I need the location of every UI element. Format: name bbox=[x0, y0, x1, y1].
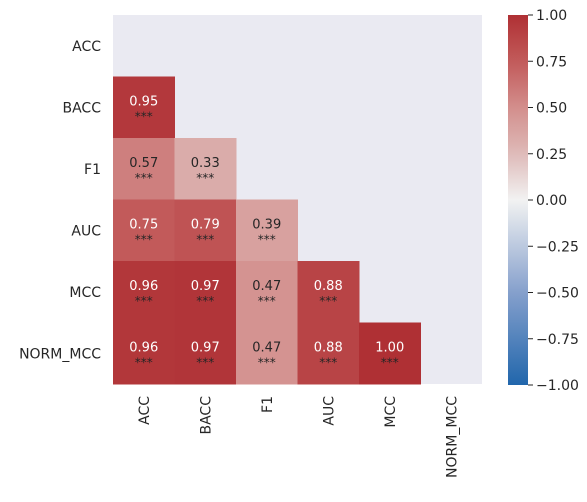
cell-significance-label: *** bbox=[196, 171, 214, 185]
heatmap-cell bbox=[359, 322, 421, 385]
cell-significance-label: *** bbox=[381, 355, 399, 369]
cell-significance-label: *** bbox=[135, 232, 153, 246]
heatmap-cell bbox=[174, 138, 237, 200]
colorbar-tick-label: 0.00 bbox=[536, 193, 567, 209]
heatmap-cell bbox=[297, 261, 360, 323]
cell-significance-label: *** bbox=[258, 232, 276, 246]
heatmap-cell bbox=[236, 322, 298, 385]
colorbar-tick-label: 1.00 bbox=[536, 8, 567, 24]
colorbar-tick-label: −0.50 bbox=[536, 286, 579, 302]
cell-value-label: 0.97 bbox=[191, 340, 220, 355]
colorbar-tick-label: 0.50 bbox=[536, 101, 567, 117]
cell-value-label: 1.00 bbox=[375, 340, 404, 355]
cell-value-label: 0.96 bbox=[129, 340, 158, 355]
cell-significance-label: *** bbox=[135, 355, 153, 369]
cell-significance-label: *** bbox=[319, 294, 337, 308]
colorbar-tick-label: 0.25 bbox=[536, 147, 567, 163]
cell-significance-label: *** bbox=[135, 109, 153, 123]
colorbar-tick-label: −0.25 bbox=[536, 239, 579, 255]
cell-value-label: 0.88 bbox=[314, 279, 343, 294]
cell-value-label: 0.88 bbox=[314, 340, 343, 355]
x-tick-label: F1 bbox=[260, 396, 276, 413]
x-tick-label: BACC bbox=[198, 396, 214, 435]
cell-value-label: 0.95 bbox=[129, 94, 158, 109]
heatmap-cell bbox=[297, 322, 360, 385]
heatmap-cell bbox=[236, 199, 298, 262]
cell-significance-label: *** bbox=[196, 294, 214, 308]
heatmap-cell bbox=[113, 322, 175, 385]
cell-value-label: 0.47 bbox=[252, 340, 281, 355]
colorbar-tick-label: 0.75 bbox=[536, 54, 567, 70]
colorbar bbox=[508, 15, 528, 385]
heatmap-cell bbox=[174, 322, 237, 385]
y-tick-label: ACC bbox=[72, 39, 101, 55]
y-tick-label: F1 bbox=[84, 162, 101, 178]
cell-significance-label: *** bbox=[196, 232, 214, 246]
cell-value-label: 0.33 bbox=[191, 156, 220, 171]
colorbar-tick-label: −1.00 bbox=[536, 378, 579, 394]
heatmap-cell bbox=[174, 261, 237, 323]
y-tick-label: BACC bbox=[63, 100, 102, 116]
y-tick-label: AUC bbox=[71, 223, 101, 239]
y-tick-label: NORM_MCC bbox=[19, 346, 101, 362]
colorbar-tick-label: −0.75 bbox=[536, 332, 579, 348]
heatmap-cell bbox=[113, 199, 175, 262]
cell-significance-label: *** bbox=[258, 294, 276, 308]
x-tick-label: ACC bbox=[137, 396, 153, 425]
cell-value-label: 0.39 bbox=[252, 217, 281, 232]
cell-significance-label: *** bbox=[196, 355, 214, 369]
cell-significance-label: *** bbox=[135, 294, 153, 308]
heatmap-cell bbox=[113, 76, 175, 139]
cell-value-label: 0.96 bbox=[129, 279, 158, 294]
heatmap-cell bbox=[236, 261, 298, 323]
cell-significance-label: *** bbox=[319, 355, 337, 369]
x-tick-label: AUC bbox=[321, 396, 337, 426]
cell-value-label: 0.47 bbox=[252, 279, 281, 294]
cell-significance-label: *** bbox=[135, 171, 153, 185]
cell-value-label: 0.57 bbox=[129, 156, 158, 171]
cell-value-label: 0.79 bbox=[191, 217, 220, 232]
cell-value-label: 0.97 bbox=[191, 279, 220, 294]
heatmap-cell bbox=[113, 138, 175, 200]
heatmap-cell bbox=[113, 261, 175, 323]
y-tick-label: MCC bbox=[69, 285, 101, 301]
cell-value-label: 0.75 bbox=[129, 217, 158, 232]
cell-significance-label: *** bbox=[258, 355, 276, 369]
heatmap-cell bbox=[174, 199, 237, 262]
x-tick-label: NORM_MCC bbox=[444, 396, 460, 478]
x-tick-label: MCC bbox=[383, 396, 399, 428]
